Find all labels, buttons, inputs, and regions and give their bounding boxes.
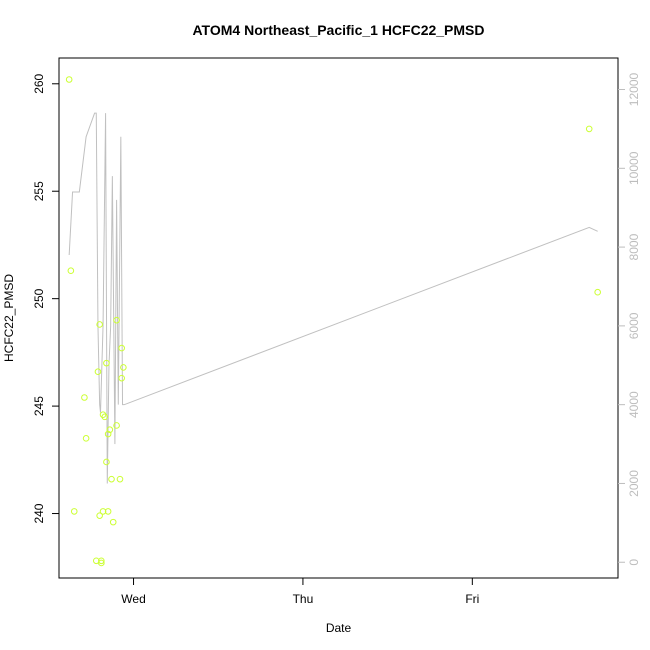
data-point [99,508,107,515]
data-point [96,321,103,328]
data-point [116,475,124,483]
y-axis-label: HCFC22_PMSD [2,274,16,362]
x-tick-label-1: Thu [293,592,314,606]
y-right-tick-label-5: 10000 [627,151,641,185]
data-point [108,475,115,483]
y-right-tick-label-6: 12000 [627,73,641,107]
data-point [98,557,105,565]
x-axis: Wed Thu Fri [121,578,479,606]
y-axis-left: 240 245 250 255 260 [32,73,59,524]
data-point [94,368,102,376]
series-line [68,112,598,484]
data-point [101,413,109,421]
data-point [103,458,110,466]
y-right-tick-label-2: 4000 [627,391,641,418]
x-tick-label-0: Wed [121,592,145,606]
plot-frame [58,57,619,579]
data-point [585,125,593,133]
data-point [109,518,117,526]
data-point [96,512,103,519]
x-axis-label: Date [326,621,352,635]
data-point [82,435,90,442]
y-right-tick-label-3: 6000 [627,312,641,339]
data-point [104,508,112,515]
data-point [113,422,120,429]
y-right-tick-label-4: 8000 [627,233,641,260]
data-point [70,508,78,515]
data-point [67,267,75,275]
series-line-group [68,112,598,484]
y-left-tick-label-0: 240 [32,503,46,523]
chart-title: ATOM4 Northeast_Pacific_1 HCFC22_PMSD [192,22,484,38]
y-left-tick-label-1: 245 [32,396,46,416]
y-axis-right: 0 2000 4000 6000 8000 10000 12000 [618,73,641,566]
data-point [104,430,112,438]
data-point [118,374,125,382]
y-left-tick-label-3: 255 [32,181,46,201]
y-right-tick-label-1: 2000 [627,470,641,497]
data-point [103,359,110,367]
series-points-group [65,76,601,567]
data-point [98,559,105,567]
y-left-tick-label-4: 260 [32,73,46,93]
data-point [120,364,127,371]
data-point [118,344,125,352]
data-point [113,316,120,324]
y-left-tick-label-2: 250 [32,288,46,308]
data-point [81,394,88,401]
data-point [106,426,114,434]
y-right-tick-label-0: 0 [627,559,641,566]
data-point [594,288,601,296]
x-tick-label-2: Fri [465,592,479,606]
data-point [65,76,73,83]
